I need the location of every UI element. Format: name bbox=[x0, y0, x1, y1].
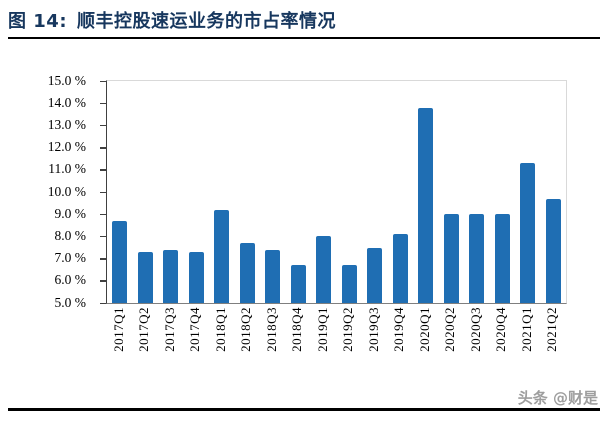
x-axis-label-slot: 2019Q1 bbox=[310, 307, 336, 393]
x-axis-tick-label: 2021Q2 bbox=[544, 307, 560, 352]
y-axis-tick-label: 12.0 % bbox=[47, 139, 86, 155]
x-axis-label-slot: 2020Q3 bbox=[463, 307, 489, 393]
x-axis-tick-label: 2017Q1 bbox=[110, 307, 126, 352]
y-axis-tick-label: 10.0 % bbox=[47, 183, 86, 199]
x-axis-tick-label: 2019Q1 bbox=[314, 307, 330, 352]
x-axis-label-slot: 2021Q1 bbox=[514, 307, 540, 393]
y-axis-tick bbox=[100, 235, 106, 238]
bar-2021Q1 bbox=[520, 163, 536, 303]
bar-2018Q3 bbox=[265, 249, 281, 303]
x-axis-label-slot: 2017Q2 bbox=[132, 307, 158, 393]
x-axis-tick-label: 2018Q2 bbox=[238, 307, 254, 352]
bar-2017Q3 bbox=[163, 249, 179, 303]
bar-2020Q3 bbox=[469, 214, 485, 303]
x-axis-tick-label: 2018Q4 bbox=[289, 307, 305, 352]
x-axis-label-slot: 2019Q4 bbox=[387, 307, 413, 393]
x-axis-tick-label: 2020Q1 bbox=[416, 307, 432, 352]
y-axis-tick-label: 7.0 % bbox=[54, 250, 87, 266]
bar-2019Q4 bbox=[392, 234, 408, 303]
plot-area bbox=[100, 80, 567, 304]
bar-2020Q2 bbox=[443, 214, 459, 303]
x-axis-tick-label: 2017Q3 bbox=[161, 307, 177, 352]
bar-2018Q4 bbox=[290, 265, 306, 303]
x-axis-label-slot: 2018Q4 bbox=[285, 307, 311, 393]
y-axis-tick bbox=[100, 191, 106, 193]
x-axis-label-slot: 2017Q1 bbox=[106, 307, 132, 393]
x-axis-label-slot: 2017Q3 bbox=[157, 307, 183, 393]
y-axis-tick-label: 6.0 % bbox=[54, 272, 87, 288]
y-axis-labels: 15.0 % 14.0 % 13.0 % 12.0 % 11.0 % 10.0 % 9.0 … bbox=[8, 73, 87, 310]
bar-2017Q2 bbox=[137, 251, 153, 303]
x-axis-label-slot: 2020Q2 bbox=[438, 307, 464, 393]
y-axis-tick-label: 15.0 % bbox=[47, 72, 86, 88]
x-axis-tick-label: 2017Q2 bbox=[136, 307, 152, 352]
y-axis-tick bbox=[100, 124, 106, 127]
bar-2017Q4 bbox=[188, 251, 204, 303]
x-axis-label-slot: 2018Q2 bbox=[234, 307, 260, 393]
y-axis-tick bbox=[100, 280, 106, 282]
y-axis-tick-label: 8.0 % bbox=[54, 227, 87, 243]
y-axis-tick bbox=[100, 213, 106, 216]
x-axis-tick-label: 2021Q1 bbox=[518, 307, 534, 352]
x-axis-tick-label: 2020Q4 bbox=[493, 307, 509, 352]
bar-2018Q1 bbox=[214, 209, 230, 303]
figure-title: 图 14: 顺丰控股速运业务的市占率情况 bbox=[8, 7, 336, 33]
x-axis-label-slot: 2020Q4 bbox=[489, 307, 515, 393]
bottom-divider bbox=[8, 408, 600, 411]
x-axis-label-slot: 2017Q4 bbox=[183, 307, 209, 393]
watermark: 头条 @财是 bbox=[517, 389, 598, 407]
y-axis-tick-label: 13.0 % bbox=[47, 116, 86, 132]
x-axis-tick-label: 2019Q3 bbox=[365, 307, 381, 352]
x-axis-tick-label: 2019Q2 bbox=[340, 307, 356, 352]
x-axis-label-slot: 2018Q3 bbox=[259, 307, 285, 393]
x-axis-tick-label: 2020Q3 bbox=[467, 307, 483, 352]
bar-2019Q2 bbox=[341, 265, 357, 303]
y-axis-tick-label: 9.0 % bbox=[54, 205, 87, 221]
x-axis-label-slot: 2019Q2 bbox=[336, 307, 362, 393]
x-axis-label-slot: 2018Q1 bbox=[208, 307, 234, 393]
x-axis-tick-label: 2018Q1 bbox=[212, 307, 228, 352]
y-axis-tick bbox=[100, 147, 106, 149]
x-axis-tick-label: 2018Q3 bbox=[263, 307, 279, 352]
title-underline bbox=[8, 37, 600, 39]
y-axis-tick-label: 14.0 % bbox=[47, 94, 86, 110]
bar-2018Q2 bbox=[239, 243, 255, 303]
x-axis-tick-label: 2019Q4 bbox=[391, 307, 407, 352]
bar-2021Q2 bbox=[545, 198, 561, 303]
y-axis-tick bbox=[100, 80, 106, 82]
y-axis-tick bbox=[100, 302, 106, 304]
y-axis-tick bbox=[100, 258, 106, 260]
bar-2019Q3 bbox=[367, 247, 383, 303]
bar-2019Q1 bbox=[316, 236, 332, 303]
y-axis-tick bbox=[100, 102, 106, 105]
bar-2017Q1 bbox=[112, 220, 128, 303]
y-axis-tick bbox=[100, 169, 106, 171]
x-axis-tick-label: 2017Q4 bbox=[187, 307, 203, 352]
x-axis-label-slot: 2021Q2 bbox=[540, 307, 566, 393]
bar-2020Q4 bbox=[494, 214, 510, 303]
x-axis-labels: 2017Q1 2017Q2 2017Q3 2017Q4 2018Q1 2018Q2 2018… bbox=[106, 307, 565, 393]
figure-title-text: 顺丰控股速运业务的市占率情况 bbox=[77, 11, 337, 32]
x-axis-tick-label: 2020Q2 bbox=[442, 307, 458, 352]
y-axis-tick-label: 11.0 % bbox=[48, 161, 86, 177]
bar-2020Q1 bbox=[418, 107, 434, 303]
y-axis-tick-label: 5.0 % bbox=[54, 294, 87, 310]
x-axis-label-slot: 2020Q1 bbox=[412, 307, 438, 393]
x-axis-label-slot: 2019Q3 bbox=[361, 307, 387, 393]
figure-number: 图 14: bbox=[8, 11, 68, 32]
